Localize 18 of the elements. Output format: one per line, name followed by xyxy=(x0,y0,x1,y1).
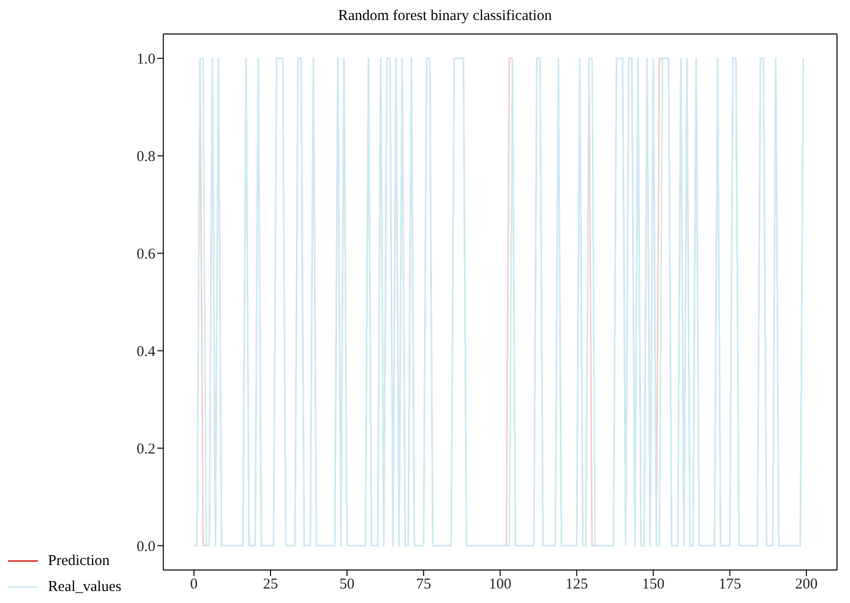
x-tick-label: 50 xyxy=(340,576,355,593)
x-tick-label: 200 xyxy=(795,576,818,593)
x-tick-label: 25 xyxy=(262,576,278,593)
x-tick-label: 100 xyxy=(488,576,512,593)
x-tick-label: 150 xyxy=(642,576,665,593)
y-tick-label: 1.0 xyxy=(136,52,156,68)
x-tick-label: 125 xyxy=(565,576,588,593)
legend-label: Prediction xyxy=(48,552,110,570)
y-tick-label: 0.0 xyxy=(136,538,156,555)
x-tick-label: 175 xyxy=(718,576,742,593)
legend-label: Real_values xyxy=(48,578,122,596)
y-tick-label: 0.8 xyxy=(136,149,156,166)
y-tick-label: 0.4 xyxy=(136,344,156,360)
y-tick-label: 0.2 xyxy=(136,442,156,458)
chart-title: Random forest binary classification xyxy=(337,8,553,25)
x-tick-label: 0 xyxy=(190,576,198,593)
y-tick-label: 0.6 xyxy=(136,246,156,263)
x-tick-label: 75 xyxy=(416,576,432,593)
